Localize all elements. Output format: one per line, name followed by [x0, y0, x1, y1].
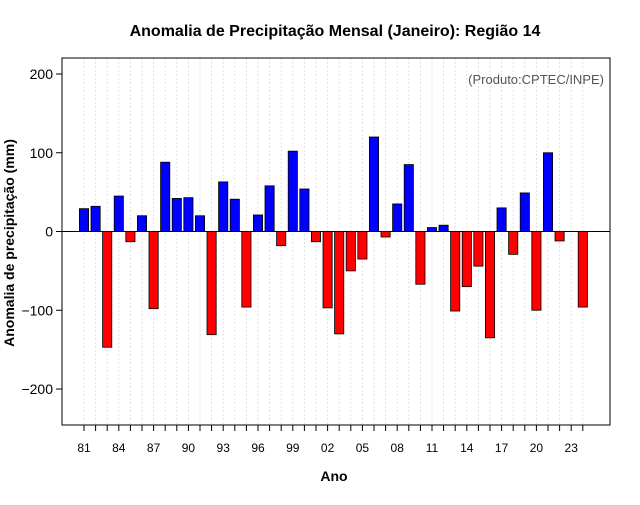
bar-2005 [357, 231, 368, 260]
bar-2010 [415, 231, 426, 285]
vertical-grid [83, 58, 584, 425]
bar-1990 [183, 197, 194, 232]
bar-2004 [345, 231, 356, 272]
ytick-label-100: 100 [30, 145, 54, 161]
bar-1982 [90, 205, 101, 232]
bar-1985 [125, 231, 136, 243]
bar-1989 [171, 198, 182, 232]
xtick-label-17: 17 [495, 441, 509, 455]
bar-1998 [276, 231, 287, 247]
xtick-label-84: 84 [112, 441, 126, 455]
xtick-label-87: 87 [147, 441, 161, 455]
ytick-label--100: −100 [21, 302, 53, 318]
x-axis-ticks: 81 84 87 90 93 96 99 02 05 08 11 14 17 20 23 [77, 425, 584, 455]
xtick-label-20: 20 [530, 441, 544, 455]
xtick-label-96: 96 [251, 441, 265, 455]
xtick-label-93: 93 [217, 441, 231, 455]
bar-1997 [264, 185, 275, 232]
bar-2017 [496, 207, 507, 232]
bar-2016 [484, 231, 495, 339]
bar-2003 [334, 231, 345, 335]
bar-1986 [136, 215, 147, 232]
bar-1981 [79, 208, 90, 232]
bar-2013 [450, 231, 461, 312]
bar-2008 [392, 203, 403, 232]
xtick-label-02: 02 [321, 441, 335, 455]
bar-2011 [426, 227, 437, 232]
bar-1996 [252, 214, 263, 232]
bar-2020 [531, 231, 542, 311]
bar-2014 [461, 231, 472, 288]
x-axis-label: Ano [320, 468, 347, 484]
bar-2015 [473, 231, 484, 267]
xtick-label-81: 81 [77, 441, 91, 455]
bar-1988 [160, 161, 171, 232]
bar-1992 [206, 231, 217, 336]
bar-2007 [380, 231, 391, 238]
ytick-label-200: 200 [30, 66, 54, 82]
bar-1994 [229, 198, 240, 232]
xtick-label-11: 11 [426, 441, 439, 455]
bar-2002 [322, 231, 333, 309]
xtick-label-90: 90 [182, 441, 196, 455]
bar-2000 [299, 188, 310, 232]
ytick-label-0: 0 [45, 224, 53, 240]
xtick-label-08: 08 [391, 441, 405, 455]
bar-1995 [241, 231, 252, 308]
bar-2006 [368, 136, 379, 232]
bar-2012 [438, 224, 449, 232]
bars [79, 136, 588, 348]
bar-2019 [519, 192, 530, 232]
bar-1999 [287, 150, 298, 232]
bar-2021 [543, 152, 554, 232]
plot-frame [61, 57, 611, 426]
product-credit: (Produto:CPTEC/INPE) [468, 72, 604, 87]
bar-2009 [403, 164, 414, 232]
xtick-label-99: 99 [286, 441, 300, 455]
ytick-label--200: −200 [21, 381, 53, 397]
y-axis-label: Anomalia de precipitação (mm) [1, 139, 17, 347]
bar-2024 [577, 231, 588, 308]
bar-2022 [554, 231, 565, 242]
xtick-label-23: 23 [565, 441, 579, 455]
bar-2001 [310, 231, 321, 243]
bar-2018 [508, 231, 519, 255]
y-axis-ticks: −200 −100 0 100 200 [21, 66, 62, 397]
xtick-label-14: 14 [460, 441, 474, 455]
bar-1991 [194, 215, 205, 232]
xtick-label-05: 05 [356, 441, 370, 455]
bar-1984 [113, 195, 124, 232]
chart-title: Anomalia de Precipitação Mensal (Janeiro… [130, 23, 541, 40]
bar-1983 [102, 231, 113, 348]
bar-1987 [148, 231, 159, 310]
bar-1993 [218, 181, 229, 232]
